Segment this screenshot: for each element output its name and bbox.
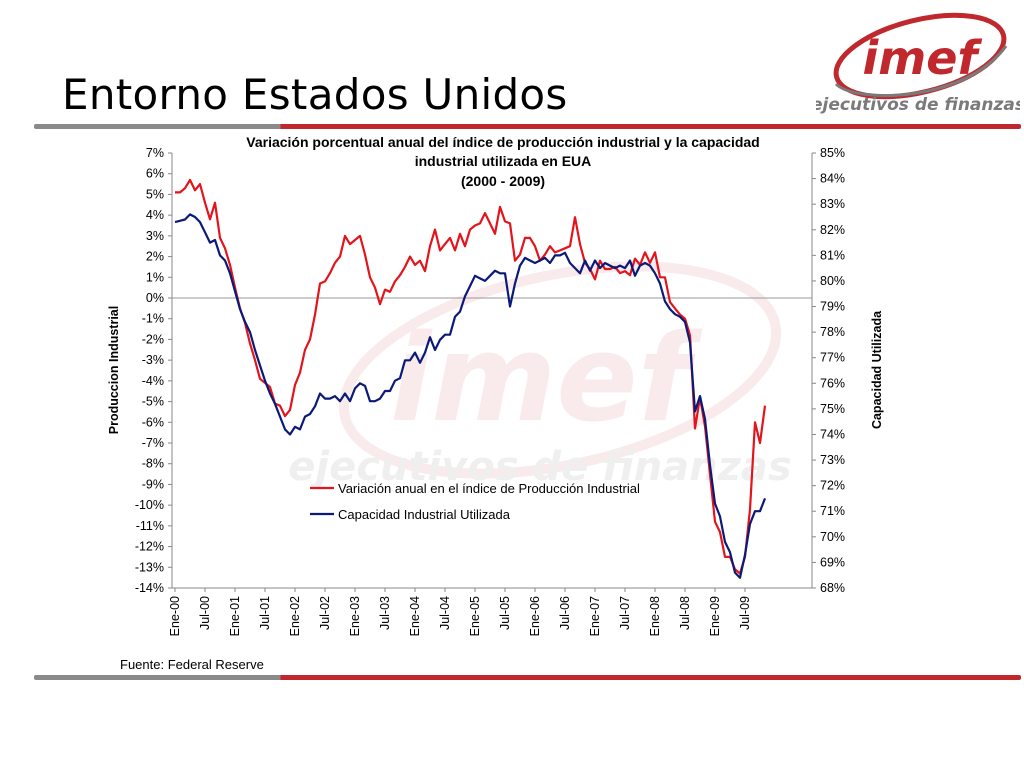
y-right-tick-label: 72% <box>820 479 845 493</box>
y-right-tick-label: 84% <box>820 172 845 186</box>
x-tick-label: Ene-04 <box>408 596 422 636</box>
y-left-tick-label: 3% <box>146 229 164 243</box>
y-left-tick-label: 1% <box>146 270 164 284</box>
y-left-tick-label: -11% <box>136 519 164 533</box>
logo-swoosh-icon <box>833 12 1008 100</box>
plot-area <box>171 153 813 589</box>
y-right-tick-label: 82% <box>820 223 845 237</box>
y-left-tick-label: 7% <box>146 146 164 160</box>
y-right-tick-label: 71% <box>820 504 845 518</box>
y-left-tick-label: -3% <box>142 353 164 367</box>
x-axis: Ene-00 Jul-00 Ene-01 Jul-01 Ene-02 Jul-02 Ene-… <box>168 588 752 636</box>
imef-logo: imef ejecutivos de finanzas <box>816 12 1020 115</box>
y-right-tick-label: 80% <box>820 274 845 288</box>
slide-title: Entorno Estados Unidos <box>62 70 568 119</box>
y-left-tick-label: 2% <box>146 250 164 264</box>
y-right-tick-label: 77% <box>820 351 845 365</box>
legend: Variación anual en el índice de Producci… <box>310 481 640 522</box>
y-right-tick-label: 68% <box>820 581 845 595</box>
x-tick-label: Jul-05 <box>498 596 512 630</box>
y-left-tick-label: -14% <box>135 581 164 595</box>
x-tick-label: Ene-09 <box>708 596 722 636</box>
y-left-tick-label: -1% <box>142 312 164 326</box>
legend-label-production: Variación anual en el índice de Producci… <box>338 481 640 496</box>
x-tick-label: Ene-03 <box>348 596 362 636</box>
y-left-tick-label: -2% <box>142 332 164 346</box>
x-tick-label: Jul-00 <box>198 596 212 630</box>
legend-label-capacity: Capacidad Industrial Utilizada <box>338 507 511 522</box>
y-axis-right: 85% 84% 83% 82% 81% 80% 79% 78% 77% 76% 75% 74% 73% 7… <box>812 146 845 595</box>
chart-title-line-1: Variación porcentual anual del índice de… <box>246 134 759 150</box>
x-tick-label: Ene-00 <box>168 596 182 636</box>
x-tick-label: Ene-05 <box>468 596 482 636</box>
x-tick-label: Jul-01 <box>258 596 272 630</box>
y-axis-right-label: Capacidad Utilizada <box>870 310 884 429</box>
y-left-tick-label: -7% <box>142 436 164 450</box>
series-lines <box>174 178 767 579</box>
y-right-tick-label: 73% <box>820 453 845 467</box>
y-axis-left-label: Produccion Industrial <box>107 306 121 435</box>
watermark-wordmark: imef <box>390 310 703 449</box>
y-right-tick-label: 76% <box>820 376 845 390</box>
y-left-tick-label: 5% <box>146 187 164 201</box>
y-right-tick-label: 83% <box>820 197 845 211</box>
header-rule <box>34 124 1021 129</box>
series-line-capacity <box>174 213 767 579</box>
y-right-tick-label: 69% <box>820 555 845 569</box>
x-tick-label: Jul-04 <box>438 596 452 630</box>
y-left-tick-label: -6% <box>142 415 164 429</box>
x-tick-label: Jul-08 <box>678 596 692 630</box>
x-tick-label: Jul-02 <box>318 596 332 630</box>
y-axis-left: 7% 6% 5% 4% 3% 2% 1% 0% -1% -2% -3% -4% -5% -6% -7% -8%… <box>135 146 172 595</box>
y-left-tick-label: -9% <box>142 477 164 491</box>
y-left-tick-label: -5% <box>142 395 164 409</box>
x-tick-label: Ene-06 <box>528 596 542 636</box>
y-left-tick-label: -4% <box>142 374 164 388</box>
footer-rule <box>34 675 1021 680</box>
x-tick-label: Ene-02 <box>288 596 302 636</box>
y-left-tick-label: 4% <box>146 208 164 222</box>
x-tick-label: Jul-09 <box>738 596 752 630</box>
y-left-tick-label: -8% <box>142 457 164 471</box>
x-tick-label: Ene-08 <box>648 596 662 636</box>
x-tick-label: Jul-03 <box>378 596 392 630</box>
logo-wordmark: imef <box>863 31 983 85</box>
y-left-tick-label: 0% <box>146 291 164 305</box>
y-right-tick-label: 74% <box>820 427 845 441</box>
y-left-tick-label: 6% <box>146 167 164 181</box>
y-left-tick-label: -10% <box>135 498 164 512</box>
x-tick-label: Ene-07 <box>588 596 602 636</box>
y-right-tick-label: 70% <box>820 530 845 544</box>
y-right-tick-label: 79% <box>820 300 845 314</box>
y-left-tick-label: -13% <box>135 560 164 574</box>
x-tick-label: Ene-01 <box>228 596 242 636</box>
y-right-tick-label: 81% <box>820 248 845 262</box>
chart-title-line-3: (2000 - 2009) <box>461 173 545 189</box>
y-right-tick-label: 85% <box>820 146 845 160</box>
x-tick-label: Jul-06 <box>558 596 572 630</box>
y-left-tick-label: -12% <box>135 540 164 554</box>
y-right-tick-label: 78% <box>820 325 845 339</box>
source-note: Fuente: Federal Reserve <box>120 657 264 672</box>
chart-title-line-2: industrial utilizada en EUA <box>415 153 592 169</box>
chart-watermark: imef ejecutivos de finanzas <box>288 261 792 490</box>
x-tick-label: Jul-07 <box>618 596 632 630</box>
logo-tagline: ejecutivos de finanzas <box>816 95 1020 115</box>
y-right-tick-label: 75% <box>820 402 845 416</box>
